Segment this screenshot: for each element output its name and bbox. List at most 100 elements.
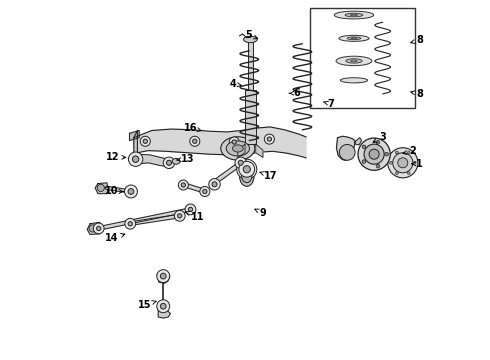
Text: 1: 1 [412,159,423,169]
Circle shape [413,161,416,164]
Ellipse shape [350,14,357,16]
Polygon shape [129,131,139,140]
Circle shape [97,226,101,230]
Circle shape [209,179,221,190]
Circle shape [128,152,143,166]
Circle shape [157,270,170,283]
Circle shape [125,219,136,229]
Circle shape [265,134,274,144]
Circle shape [128,222,131,226]
Ellipse shape [232,145,243,152]
Circle shape [181,183,186,187]
Polygon shape [98,208,192,230]
Circle shape [97,184,104,192]
Polygon shape [212,161,243,185]
Polygon shape [95,183,108,194]
Polygon shape [87,222,101,234]
Text: 8: 8 [411,35,423,45]
Circle shape [390,161,392,164]
Text: 15: 15 [138,300,156,310]
Circle shape [105,186,109,189]
Polygon shape [107,186,130,193]
Circle shape [185,204,196,215]
Text: 11: 11 [186,212,204,221]
Circle shape [178,180,188,190]
Circle shape [174,211,185,221]
Circle shape [89,225,96,232]
Polygon shape [337,136,355,160]
Circle shape [128,189,134,194]
Circle shape [239,161,244,165]
Circle shape [203,189,208,193]
Ellipse shape [221,137,255,160]
Text: 3: 3 [373,132,386,142]
Circle shape [395,172,398,175]
Ellipse shape [240,167,254,186]
FancyBboxPatch shape [310,8,416,108]
Circle shape [407,172,410,175]
Ellipse shape [351,38,357,39]
Text: 10: 10 [105,186,123,197]
Text: 16: 16 [184,123,202,133]
Circle shape [160,303,166,309]
Text: 13: 13 [176,154,194,164]
Circle shape [376,164,380,168]
Circle shape [398,158,408,168]
Bar [245,90,256,144]
Text: 17: 17 [260,171,277,181]
Circle shape [124,185,137,198]
Circle shape [200,186,210,197]
Circle shape [211,181,215,186]
Circle shape [237,159,257,179]
Circle shape [267,137,271,141]
Polygon shape [182,183,206,193]
Circle shape [369,149,379,159]
Circle shape [190,208,193,211]
Circle shape [190,136,200,146]
Ellipse shape [226,141,249,156]
Circle shape [385,152,389,156]
Circle shape [407,151,410,154]
Text: 7: 7 [323,99,334,109]
Text: 8: 8 [411,89,423,99]
Circle shape [362,145,366,149]
Polygon shape [136,127,306,158]
Circle shape [128,222,132,226]
Circle shape [364,144,384,164]
Circle shape [193,139,197,143]
Circle shape [388,148,418,178]
Circle shape [163,157,175,168]
Polygon shape [134,131,137,155]
Ellipse shape [334,11,374,19]
Circle shape [160,273,166,279]
Polygon shape [158,307,171,318]
Circle shape [232,140,236,144]
Circle shape [177,214,182,218]
Circle shape [238,160,243,165]
Circle shape [393,153,413,173]
Bar [248,40,252,90]
Circle shape [362,160,366,163]
Circle shape [243,166,250,173]
Ellipse shape [339,35,369,41]
Circle shape [132,156,139,162]
Ellipse shape [345,13,363,17]
Circle shape [143,139,147,143]
Text: 12: 12 [106,152,126,162]
Circle shape [167,160,172,165]
Text: 9: 9 [255,208,266,218]
Polygon shape [136,154,172,166]
Circle shape [180,182,184,186]
Text: 6: 6 [289,88,300,98]
Ellipse shape [244,36,257,42]
Circle shape [188,207,193,212]
Circle shape [157,300,170,313]
Polygon shape [238,144,245,157]
Circle shape [129,190,132,193]
Polygon shape [157,273,170,283]
Text: 5: 5 [245,30,258,40]
Ellipse shape [351,60,357,62]
Circle shape [358,138,390,170]
Circle shape [376,140,380,144]
Text: 14: 14 [105,233,125,243]
